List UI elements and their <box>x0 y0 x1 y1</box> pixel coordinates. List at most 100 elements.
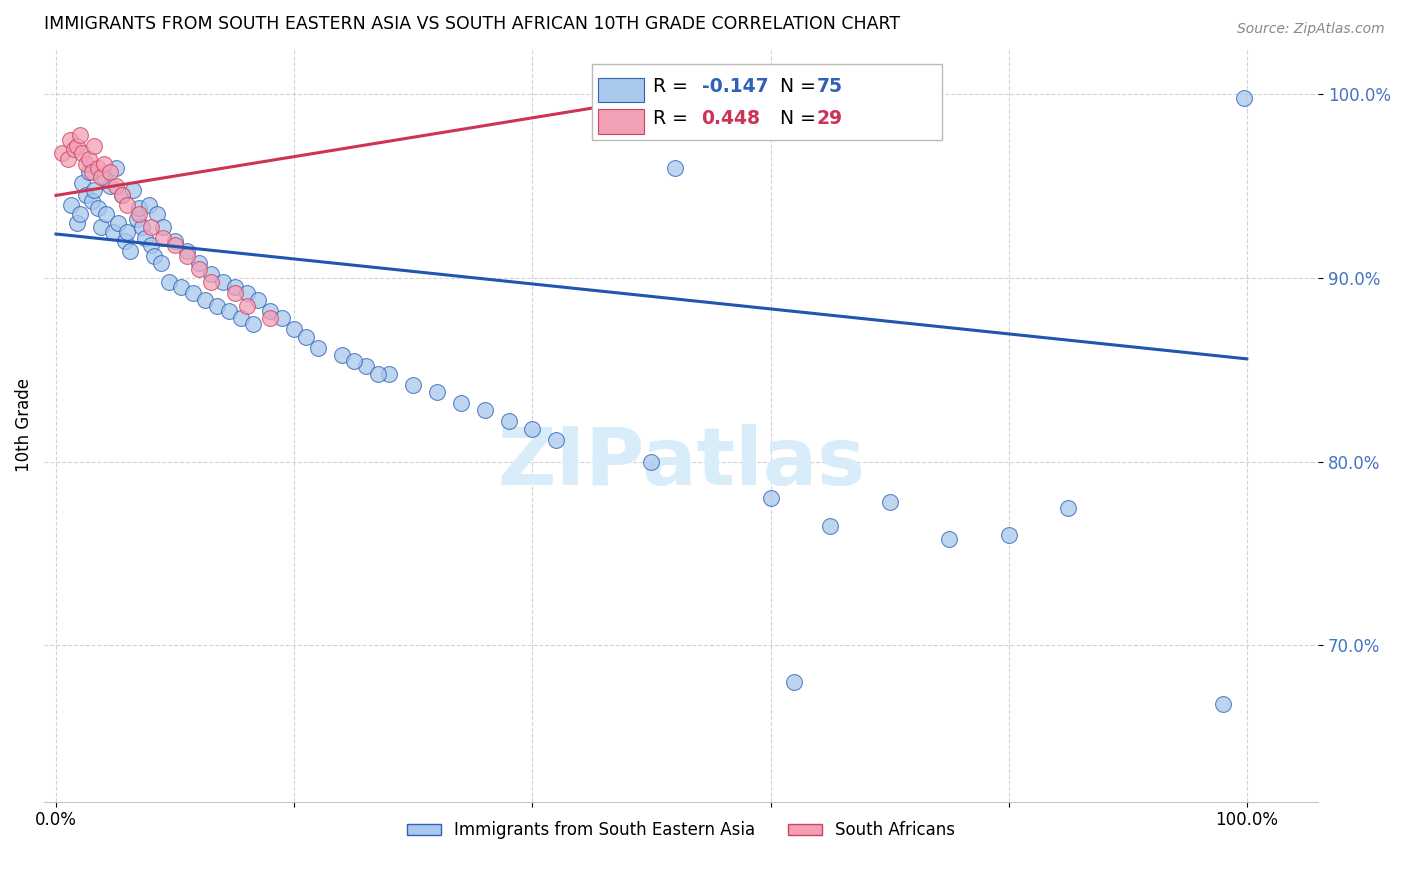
Point <box>90 219 112 234</box>
Point <box>295 330 318 344</box>
Point <box>149 256 172 270</box>
Point <box>59 133 82 147</box>
Point <box>117 197 139 211</box>
Point <box>104 161 127 175</box>
Point <box>63 143 86 157</box>
Point <box>51 146 73 161</box>
Point <box>118 244 141 258</box>
Point <box>187 261 209 276</box>
Point <box>79 164 101 178</box>
Point <box>378 367 401 381</box>
Point <box>86 201 108 215</box>
Point <box>640 455 662 469</box>
Point <box>142 249 165 263</box>
Point <box>343 353 366 368</box>
Point <box>60 197 83 211</box>
Point <box>367 367 389 381</box>
Point <box>69 207 91 221</box>
Point <box>56 152 79 166</box>
Point <box>426 384 449 399</box>
Point <box>110 188 132 202</box>
Point <box>104 179 127 194</box>
Point <box>1057 500 1080 515</box>
Point <box>98 179 121 194</box>
Point <box>205 299 228 313</box>
Point <box>402 377 425 392</box>
Point <box>98 164 121 178</box>
Point <box>640 91 662 105</box>
Point <box>200 268 222 282</box>
Point <box>450 396 472 410</box>
Text: ZIPatlas: ZIPatlas <box>498 424 865 501</box>
Point <box>138 197 160 211</box>
Point <box>235 299 257 313</box>
Point <box>330 348 353 362</box>
Point <box>107 216 129 230</box>
Point <box>211 275 233 289</box>
Legend: Immigrants from South Eastern Asia, South Africans: Immigrants from South Eastern Asia, Sout… <box>401 814 962 846</box>
Y-axis label: 10th Grade: 10th Grade <box>15 378 32 472</box>
Point <box>271 311 294 326</box>
Point <box>152 219 174 234</box>
Point <box>114 235 136 249</box>
FancyBboxPatch shape <box>599 78 644 102</box>
Point <box>1233 91 1256 105</box>
Point <box>218 304 240 318</box>
Text: IMMIGRANTS FROM SOUTH EASTERN ASIA VS SOUTH AFRICAN 10TH GRADE CORRELATION CHART: IMMIGRANTS FROM SOUTH EASTERN ASIA VS SO… <box>44 15 900 33</box>
Text: Source: ZipAtlas.com: Source: ZipAtlas.com <box>1237 22 1385 37</box>
Point <box>259 304 281 318</box>
Point <box>247 293 270 307</box>
Point <box>170 280 193 294</box>
Point <box>141 219 163 234</box>
Point <box>93 169 115 184</box>
Point <box>75 188 97 202</box>
Text: 75: 75 <box>817 78 842 96</box>
Point <box>194 293 217 307</box>
Point <box>80 194 103 208</box>
Point <box>125 212 148 227</box>
Point <box>75 157 97 171</box>
Point <box>283 322 305 336</box>
Text: R =: R = <box>654 109 695 128</box>
Point <box>146 207 169 221</box>
Point <box>86 161 108 175</box>
Point <box>128 207 150 221</box>
Point <box>66 138 89 153</box>
Point <box>783 675 806 690</box>
Point <box>83 138 105 153</box>
Text: N =: N = <box>768 109 821 128</box>
Point <box>522 422 544 436</box>
Point <box>117 225 139 239</box>
FancyBboxPatch shape <box>599 110 644 134</box>
Text: R =: R = <box>654 78 695 96</box>
Point <box>235 285 257 300</box>
Point <box>157 275 180 289</box>
Point <box>759 491 782 506</box>
Point <box>165 235 187 249</box>
Text: N =: N = <box>768 78 821 96</box>
Point <box>229 311 252 326</box>
Point <box>176 244 198 258</box>
Point <box>997 528 1019 542</box>
Text: -0.147: -0.147 <box>702 78 768 96</box>
Point <box>664 161 686 175</box>
Point <box>879 495 901 509</box>
Point <box>474 403 496 417</box>
Point <box>1212 697 1234 711</box>
Point <box>259 311 281 326</box>
Point <box>224 285 246 300</box>
Point <box>83 183 105 197</box>
Point <box>818 519 841 533</box>
Point <box>93 157 115 171</box>
Point <box>134 230 156 244</box>
Point <box>70 176 93 190</box>
Point <box>307 341 329 355</box>
Text: 29: 29 <box>817 109 842 128</box>
Point <box>101 225 124 239</box>
Point <box>80 164 103 178</box>
Text: 0.448: 0.448 <box>702 109 761 128</box>
Point <box>70 146 93 161</box>
Point <box>546 433 568 447</box>
Point <box>187 256 209 270</box>
FancyBboxPatch shape <box>592 63 942 140</box>
